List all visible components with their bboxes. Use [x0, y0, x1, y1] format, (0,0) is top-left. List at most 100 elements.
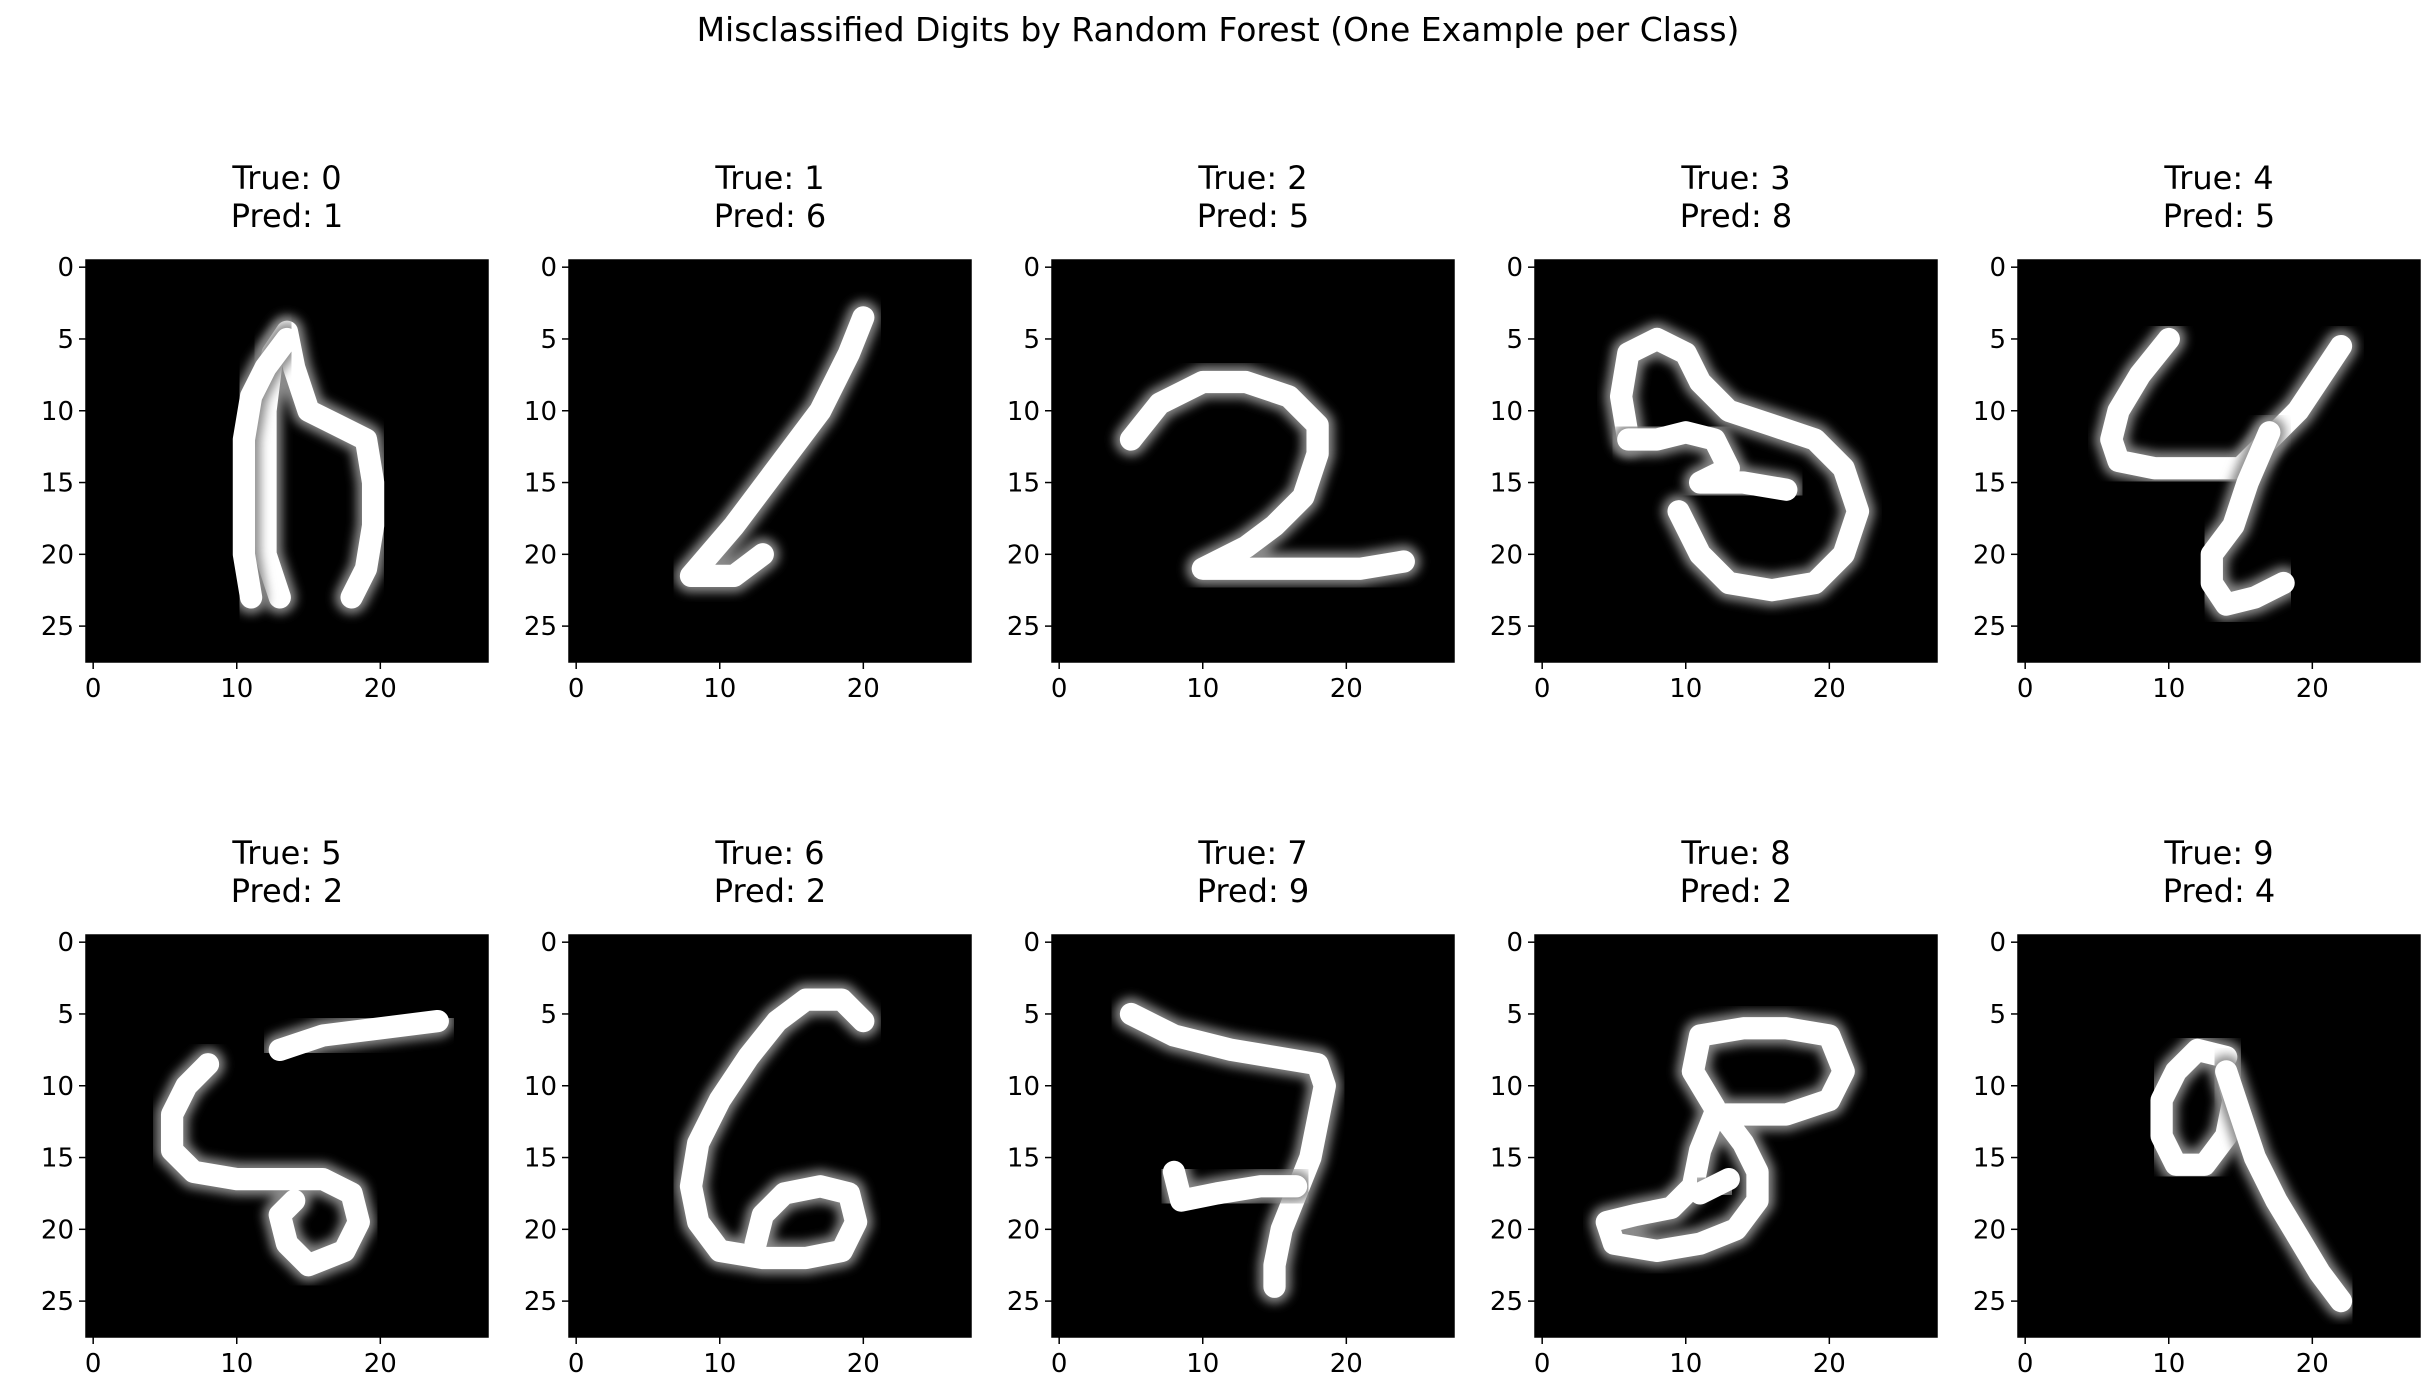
- digit-stroke: [1162, 1160, 1308, 1212]
- y-tick-label: 15: [1490, 469, 1523, 499]
- y-tick-label: 20: [1490, 540, 1523, 570]
- y-tick-label: 10: [524, 397, 557, 427]
- y-tick-label: 5: [540, 1000, 557, 1030]
- x-tick-label: 20: [847, 1349, 880, 1379]
- x-tick-label: 10: [1669, 1349, 1702, 1379]
- image-background: [86, 935, 488, 1337]
- y-tick-label: 25: [41, 1287, 74, 1317]
- digit-stroke: [2215, 1060, 2353, 1313]
- x-tick-label: 20: [364, 1349, 397, 1379]
- axes-frame: [85, 259, 489, 663]
- image-background: [1052, 260, 1454, 662]
- y-tick-label: 0: [1989, 928, 2006, 958]
- x-tick-label: 0: [568, 674, 585, 704]
- x-tick-label: 10: [2152, 674, 2185, 704]
- y-tick-label: 5: [57, 1000, 74, 1030]
- digit-stroke: [160, 1053, 370, 1277]
- y-tick-label: 0: [540, 928, 557, 958]
- figure-title: Misclassified Digits by Random Forest (O…: [696, 10, 1740, 49]
- x-tick-label: 0: [2017, 1349, 2034, 1379]
- image-background: [1052, 935, 1454, 1337]
- y-tick-label: 10: [1973, 1072, 2006, 1102]
- y-tick-label: 15: [1007, 1144, 1040, 1174]
- panel-title-true: True: 3: [1680, 159, 1790, 197]
- digit-stroke: [1617, 421, 1798, 501]
- axes-frame: [568, 259, 972, 663]
- y-tick-label: 20: [41, 1215, 74, 1245]
- x-tick-label: 0: [568, 1349, 585, 1379]
- x-tick-label: 20: [1813, 1349, 1846, 1379]
- digit-stroke: [1119, 1002, 1336, 1298]
- y-tick-label: 15: [524, 1144, 557, 1174]
- panel-title-pred: Pred: 2: [231, 872, 344, 910]
- panel-title-pred: Pred: 2: [714, 872, 827, 910]
- y-tick-label: 25: [1490, 612, 1523, 642]
- x-tick-label: 0: [1534, 1349, 1551, 1379]
- y-tick-label: 20: [1007, 540, 1040, 570]
- y-tick-label: 10: [1007, 1072, 1040, 1102]
- x-tick-label: 0: [1534, 674, 1551, 704]
- x-tick-label: 10: [1186, 1349, 1219, 1379]
- x-tick-label: 10: [703, 674, 736, 704]
- y-tick-label: 25: [1007, 1287, 1040, 1317]
- digit-stroke: [679, 988, 875, 1270]
- y-tick-label: 25: [1007, 612, 1040, 642]
- y-tick-label: 10: [524, 1072, 557, 1102]
- x-tick-label: 20: [1330, 674, 1363, 704]
- y-tick-label: 25: [1973, 612, 2006, 642]
- x-tick-label: 10: [220, 1349, 253, 1379]
- panel-title-true: True: 5: [231, 834, 341, 872]
- y-tick-label: 10: [1490, 397, 1523, 427]
- y-tick-label: 15: [1007, 469, 1040, 499]
- panel-title-pred: Pred: 5: [2163, 197, 2276, 235]
- x-tick-label: 20: [847, 674, 880, 704]
- y-tick-label: 0: [540, 253, 557, 283]
- digit-stroke: [1119, 370, 1415, 580]
- y-tick-label: 5: [1023, 1000, 1040, 1030]
- y-tick-label: 5: [1506, 325, 1523, 355]
- axes-frame: [1051, 259, 1455, 663]
- y-tick-label: 15: [41, 469, 74, 499]
- y-tick-label: 0: [1506, 253, 1523, 283]
- y-tick-label: 0: [1023, 928, 1040, 958]
- y-tick-label: 0: [1023, 253, 1040, 283]
- y-tick-label: 10: [41, 397, 74, 427]
- panel-title-true: True: 4: [2163, 159, 2273, 197]
- panel-title-pred: Pred: 8: [1680, 197, 1793, 235]
- digit-stroke: [2100, 327, 2353, 480]
- x-tick-label: 20: [364, 674, 397, 704]
- digit-stroke: [1688, 1167, 1740, 1205]
- axes-frame: [2017, 934, 2421, 1338]
- x-tick-label: 10: [220, 674, 253, 704]
- y-tick-label: 0: [1989, 253, 2006, 283]
- x-tick-label: 20: [1813, 674, 1846, 704]
- y-tick-label: 15: [1973, 1144, 2006, 1174]
- y-tick-label: 20: [41, 540, 74, 570]
- image-background: [569, 935, 971, 1337]
- x-tick-label: 20: [1330, 1349, 1363, 1379]
- y-tick-label: 5: [540, 325, 557, 355]
- y-tick-label: 20: [524, 1215, 557, 1245]
- x-tick-label: 0: [1051, 674, 1068, 704]
- panel-title-true: True: 2: [1197, 159, 1307, 197]
- y-tick-label: 10: [41, 1072, 74, 1102]
- y-tick-label: 20: [1973, 540, 2006, 570]
- y-tick-label: 20: [1973, 1215, 2006, 1245]
- axes-frame: [85, 934, 489, 1338]
- y-tick-label: 5: [1023, 325, 1040, 355]
- axes-frame: [2017, 259, 2421, 663]
- y-tick-label: 15: [1490, 1144, 1523, 1174]
- axes-frame: [1534, 259, 1938, 663]
- y-tick-label: 5: [57, 325, 74, 355]
- digit-stroke: [2200, 421, 2295, 616]
- panel-title-true: True: 7: [1197, 834, 1307, 872]
